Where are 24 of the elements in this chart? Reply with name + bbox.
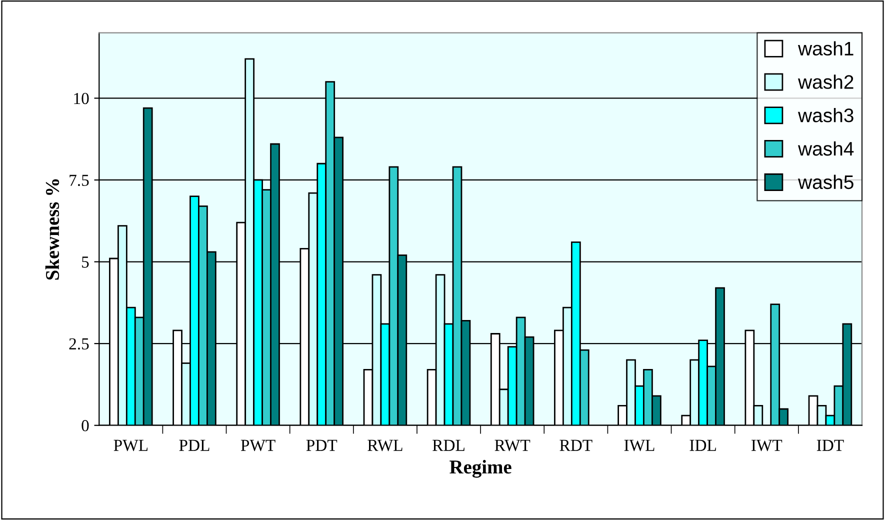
y-tick-label: 5 xyxy=(82,256,89,268)
y-tick-label: 10 xyxy=(74,92,89,104)
x-axis-title: Regime xyxy=(450,460,512,478)
x-tick-label: PWL xyxy=(114,440,148,452)
x-tick-label: PDT xyxy=(306,440,338,451)
x-tick-label: RWL xyxy=(368,440,402,452)
y-tick-label: 7.5 xyxy=(70,174,89,186)
x-tick-label: IWT xyxy=(752,440,782,452)
legend-label: wash5 xyxy=(798,174,854,190)
y-tick-label: 0 xyxy=(82,420,89,432)
x-tick-label: IDT xyxy=(816,440,844,451)
y-axis-title: Skewness % xyxy=(45,179,60,280)
legend-label: wash2 xyxy=(798,74,854,89)
legend-label: wash3 xyxy=(798,108,854,122)
x-tick-label: RWT xyxy=(494,440,530,452)
x-tick-label: RDT xyxy=(560,440,592,451)
x-tick-label: IWL xyxy=(624,440,654,452)
x-tick-label: PDL xyxy=(179,440,210,451)
legend-label: wash4 xyxy=(798,141,854,156)
x-tick-label: RDL xyxy=(432,440,464,451)
y-tick-label: 2.5 xyxy=(69,338,89,350)
legend-label: wash1 xyxy=(798,41,854,56)
x-tick-label: IDL xyxy=(690,440,716,451)
x-tick-label: PWT xyxy=(240,440,276,452)
